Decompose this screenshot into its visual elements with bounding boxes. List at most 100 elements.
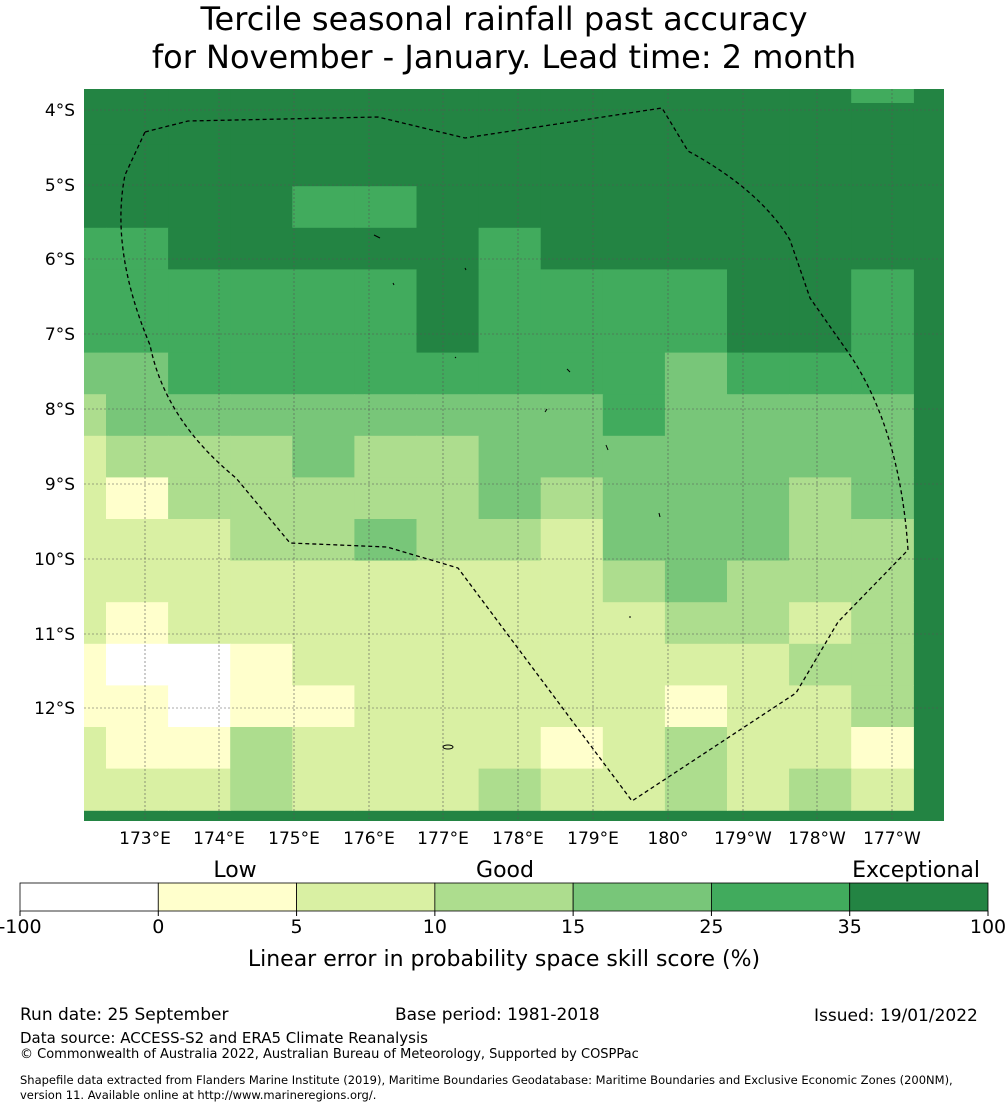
grid-cell [851, 727, 914, 770]
grid-cell [540, 352, 604, 395]
grid-cell [789, 89, 852, 104]
grid-cell [292, 352, 355, 395]
grid-cell [727, 519, 790, 562]
grid-cell [851, 435, 914, 478]
colorbar-segment [711, 882, 851, 912]
grid-cell [292, 269, 355, 312]
grid-cell [354, 89, 418, 104]
grid-cell [168, 311, 231, 354]
grid-cell [602, 477, 666, 520]
grid-cell [292, 560, 355, 603]
grid-cell [292, 89, 355, 104]
grid-cell [478, 643, 542, 686]
grid-cell [106, 311, 169, 354]
grid-cell [602, 727, 666, 770]
grid-cell [168, 477, 231, 520]
grid-cell [664, 685, 728, 728]
grid-cell [84, 227, 107, 270]
grid-cell [540, 643, 604, 686]
grid-cell [851, 394, 914, 437]
grid-cell [540, 394, 604, 437]
longitude-label: 177°E [417, 829, 469, 849]
latitude-label: 5°S [45, 176, 75, 196]
grid-cell [540, 435, 604, 478]
grid-cell [84, 560, 107, 603]
grid-cell [84, 435, 107, 478]
copyright: © Commonwealth of Australia 2022, Austra… [20, 1047, 639, 1062]
grid-cell [727, 768, 790, 811]
grid-cell [416, 352, 480, 395]
grid-cell [106, 560, 169, 603]
grid-cell [84, 643, 107, 686]
grid-cell [416, 768, 480, 811]
grid-cell [478, 727, 542, 770]
grid-cell [851, 685, 914, 728]
grid-cell [230, 186, 293, 229]
island [658, 512, 661, 518]
grid-cell [789, 144, 852, 187]
grid-cell [416, 602, 480, 645]
grid-cell [727, 103, 790, 146]
grid-cell [354, 685, 418, 728]
grid-cell [106, 89, 169, 104]
grid-cell [664, 435, 728, 478]
grid-cell [230, 269, 293, 312]
grid-cell [789, 602, 852, 645]
lat-lon-gridlines [84, 89, 944, 821]
grid-cell [230, 394, 293, 437]
category-good: Good [476, 858, 534, 883]
grid-cell [292, 186, 355, 229]
grid-cell [540, 227, 604, 270]
grid-cell [727, 352, 790, 395]
grid-cell [354, 768, 418, 811]
grid-cell [602, 186, 666, 229]
grid-cell [106, 768, 169, 811]
grid-cell [354, 643, 418, 686]
grid-cell [230, 560, 293, 603]
grid-cell [354, 269, 418, 312]
grid-cell [789, 643, 852, 686]
grid-cell [416, 103, 480, 146]
grid-cell [230, 768, 293, 811]
grid-cell [602, 89, 666, 104]
grid-cell [230, 643, 293, 686]
grid-cell [602, 227, 666, 270]
grid-cell [478, 768, 542, 811]
grid-cell [478, 269, 542, 312]
latitude-label: 10°S [34, 550, 75, 570]
grid-cell [106, 685, 169, 728]
longitude-label: 173°E [119, 829, 171, 849]
grid-cell [416, 186, 480, 229]
grid-cell [602, 519, 666, 562]
grid-cell [292, 519, 355, 562]
grid-cell [727, 477, 790, 520]
skill-grid [84, 89, 944, 821]
grid-cell [478, 186, 542, 229]
data-source: Data source: ACCESS-S2 and ERA5 Climate … [20, 1029, 428, 1047]
grid-cell [354, 352, 418, 395]
grid-cell [292, 394, 355, 437]
grid-cell [478, 685, 542, 728]
colorbar-tick-label: 15 [561, 916, 585, 938]
grid-cell [230, 103, 293, 146]
grid-cell [416, 685, 480, 728]
grid-cell [540, 186, 604, 229]
category-exceptional: Exceptional [852, 858, 980, 883]
longitude-label: 175°E [268, 829, 320, 849]
grid-cell [416, 560, 480, 603]
grid-cell [230, 435, 293, 478]
grid-cell [354, 519, 418, 562]
longitude-label: 176°E [343, 829, 395, 849]
grid-cell [230, 311, 293, 354]
grid-cell [727, 727, 790, 770]
grid-cell [789, 227, 852, 270]
grid-cell [664, 643, 728, 686]
latitude-label: 7°S [45, 325, 75, 345]
grid-cell [106, 186, 169, 229]
grid-cell [727, 602, 790, 645]
grid-cell [416, 519, 480, 562]
map-title: Tercile seasonal rainfall past accuracy … [0, 0, 1008, 76]
grid-cell [602, 311, 666, 354]
island [544, 408, 548, 413]
grid-cell [478, 227, 542, 270]
